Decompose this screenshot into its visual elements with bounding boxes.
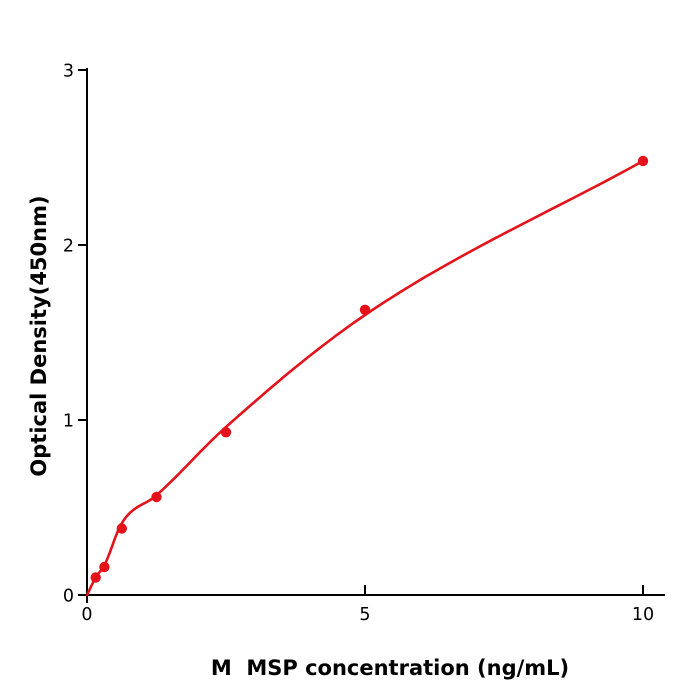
data-point [151, 491, 162, 503]
scatter-points [90, 155, 649, 583]
x-tick-label: 5 [359, 605, 370, 625]
y-tick-label: 2 [63, 236, 74, 256]
data-point [637, 155, 649, 167]
data-point [99, 561, 110, 573]
y-tick-label: 1 [63, 411, 74, 431]
x-axis-ticks [86, 585, 644, 603]
x-tick-label: 10 [632, 605, 654, 625]
y-tick-label: 0 [63, 586, 74, 606]
y-tick-label: 3 [63, 61, 74, 81]
x-tick-label: 0 [81, 605, 92, 625]
fit-curve-line [85, 159, 645, 597]
data-point [359, 304, 371, 315]
data-point [116, 523, 128, 534]
y-axis-tick-labels: 0 1 2 3 [63, 61, 74, 606]
x-axis-title: M MSP concentration (ng/mL) [211, 656, 569, 680]
data-point [90, 572, 101, 583]
y-axis-title: Optical Density(450nm) [27, 195, 51, 476]
data-point [220, 427, 232, 438]
x-axis-tick-labels: 0 5 10 [81, 605, 654, 625]
